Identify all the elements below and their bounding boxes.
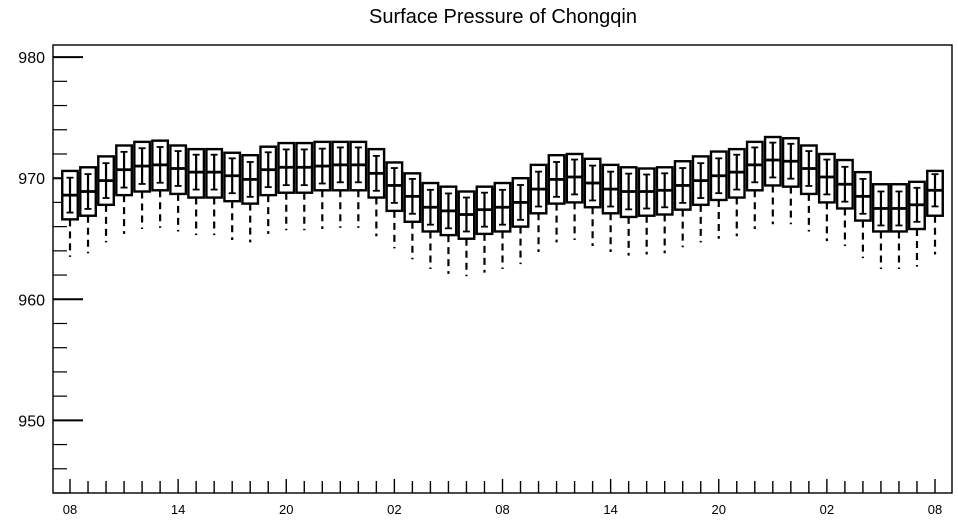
- box-37: [727, 147, 746, 237]
- box-36: [709, 150, 728, 239]
- box-34: [673, 160, 692, 248]
- box-44: [853, 170, 872, 259]
- box-18: [385, 161, 404, 249]
- box-23: [475, 185, 494, 273]
- box-35: [691, 155, 710, 243]
- box-42: [817, 152, 836, 242]
- box-8: [205, 147, 224, 236]
- box-4: [133, 140, 152, 230]
- box-12: [277, 141, 296, 231]
- x-tick-label: 14: [603, 502, 617, 517]
- chart-title: Surface Pressure of Chongqin: [369, 6, 637, 28]
- box-1: [79, 166, 97, 254]
- box-31: [619, 166, 638, 256]
- box-17: [367, 147, 386, 237]
- box-6: [169, 144, 188, 232]
- x-tick-label: 08: [928, 502, 942, 517]
- x-tick-label: 08: [63, 502, 77, 517]
- box-7: [187, 147, 206, 236]
- box-38: [745, 140, 764, 230]
- box-39: [763, 135, 782, 225]
- y-tick-label: 970: [18, 171, 45, 188]
- box-20: [421, 181, 440, 269]
- x-tick-label: 08: [495, 502, 509, 517]
- box-10: [241, 153, 260, 243]
- box-14: [313, 140, 332, 230]
- box-0: [61, 169, 79, 257]
- y-tick-label: 950: [18, 413, 45, 430]
- box-43: [835, 158, 854, 246]
- box-21: [439, 185, 458, 274]
- box-27: [547, 153, 566, 243]
- y-tick-label: 980: [18, 50, 45, 67]
- box-33: [655, 166, 674, 254]
- box-16: [349, 140, 368, 228]
- box-13: [295, 141, 314, 231]
- axes: 950 960 970 980 08 14 20 02 08 14 20 02 08: [18, 44, 953, 517]
- box-25: [511, 176, 530, 265]
- box-2: [97, 155, 115, 243]
- x-tick-label: 14: [171, 502, 185, 517]
- box-24: [493, 181, 512, 269]
- box-19: [403, 172, 422, 260]
- box-29: [583, 157, 602, 246]
- box-48: [926, 169, 944, 255]
- box-46: [890, 183, 908, 269]
- box-3: [115, 144, 134, 234]
- box-5: [151, 139, 170, 228]
- box-30: [601, 163, 620, 253]
- box-32: [637, 167, 656, 255]
- box-47: [908, 180, 926, 267]
- box-41: [799, 144, 818, 232]
- x-tick-label: 02: [387, 502, 401, 517]
- box-22: [457, 190, 476, 277]
- x-tick-label: 02: [820, 502, 834, 517]
- box-9: [223, 151, 242, 240]
- x-tick-label: 20: [712, 502, 726, 517]
- box-11: [259, 145, 278, 234]
- box-15: [331, 140, 350, 228]
- boxes-layer: [61, 135, 944, 277]
- box-45: [871, 183, 890, 269]
- box-26: [529, 163, 548, 253]
- x-tick-label: 20: [279, 502, 293, 517]
- box-40: [781, 137, 800, 225]
- box-28: [565, 152, 584, 240]
- y-tick-label: 960: [18, 292, 45, 309]
